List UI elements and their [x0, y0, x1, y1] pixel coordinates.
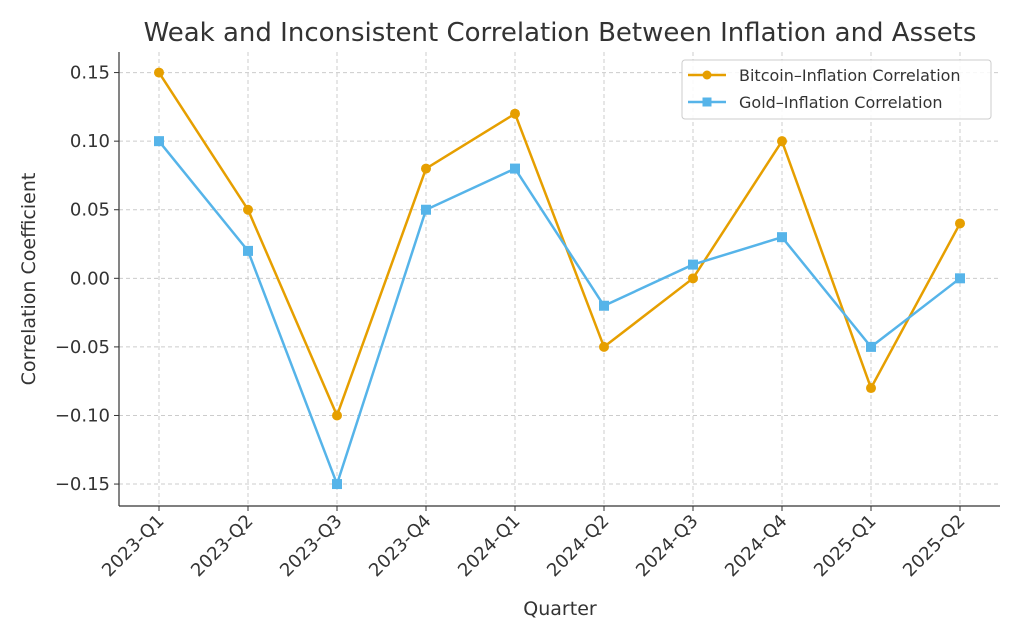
series-line-bitcoin	[157, 71, 962, 419]
y-tick-label: −0.15	[55, 474, 110, 495]
legend-marker-gold	[702, 97, 712, 107]
data-point-bitcoin	[599, 341, 609, 352]
x-tick-label: 2024-Q2	[543, 511, 613, 581]
data-point-bitcoin	[154, 67, 164, 78]
x-tick-label: 2023-Q4	[365, 511, 435, 581]
y-tick-label: 0.15	[70, 63, 110, 84]
data-point-bitcoin	[688, 273, 698, 284]
y-tick-label: 0.05	[70, 200, 110, 221]
data-point-gold	[688, 259, 698, 270]
x-tick-label: 2023-Q3	[276, 511, 346, 581]
x-tick-label: 2025-Q1	[810, 511, 880, 581]
data-point-gold	[332, 479, 342, 490]
y-axis-label: Correlation Coefficient	[18, 173, 40, 386]
x-tick-label: 2024-Q1	[454, 511, 524, 581]
data-point-bitcoin	[955, 218, 965, 229]
data-point-gold	[154, 136, 164, 147]
data-point-gold	[421, 204, 431, 215]
x-tick-label: 2024-Q3	[632, 511, 702, 581]
chart-title: Weak and Inconsistent Correlation Betwee…	[144, 18, 977, 48]
data-point-bitcoin	[243, 204, 253, 215]
data-point-bitcoin	[866, 383, 876, 394]
x-tick-label: 2025-Q2	[899, 511, 969, 581]
data-point-gold	[866, 341, 876, 352]
data-point-gold	[510, 163, 520, 174]
y-tick-label: −0.05	[55, 337, 110, 358]
y-tick-label: −0.10	[55, 405, 110, 426]
series-line-gold	[158, 140, 961, 488]
data-point-gold	[777, 232, 787, 243]
x-axis-label: Quarter	[523, 598, 597, 620]
y-tick-label: 0.00	[70, 268, 110, 289]
data-point-gold	[599, 300, 609, 311]
data-point-gold	[955, 273, 965, 284]
data-point-gold	[243, 245, 253, 256]
series-group	[154, 67, 965, 490]
x-tick-label: 2024-Q4	[721, 511, 791, 581]
data-point-bitcoin	[510, 108, 520, 119]
legend-label-bitcoin: Bitcoin–Inflation Correlation	[739, 66, 961, 85]
data-point-bitcoin	[421, 163, 431, 174]
legend-marker-bitcoin	[702, 70, 712, 80]
x-tick-label: 2023-Q2	[187, 511, 257, 581]
grid	[119, 52, 1000, 506]
legend-label-gold: Gold–Inflation Correlation	[739, 93, 943, 112]
y-tick-label: 0.10	[70, 131, 110, 152]
x-tick-label: 2023-Q1	[98, 511, 168, 581]
legend: Bitcoin–Inflation Correlation Gold–Infla…	[681, 59, 992, 120]
data-point-bitcoin	[332, 410, 342, 421]
data-point-bitcoin	[777, 136, 787, 147]
